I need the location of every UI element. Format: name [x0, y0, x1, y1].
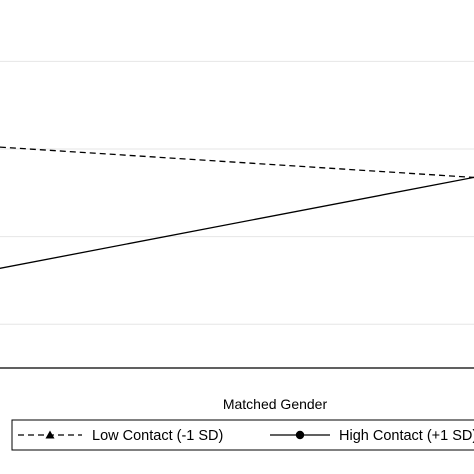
series-group — [0, 146, 474, 269]
gridlines — [0, 60, 474, 325]
legend-item-low-contact: Low Contact (-1 SD) — [18, 428, 223, 444]
plot-area — [0, 60, 474, 369]
legend-triangle-marker — [45, 430, 55, 439]
legend-circle-marker — [295, 430, 305, 440]
legend-label-high-contact: High Contact (+1 SD) — [339, 428, 474, 444]
legend-box — [11, 419, 474, 451]
x-axis-label: Matched Gender — [223, 396, 328, 412]
series-line-low-contact — [0, 146, 474, 179]
legend-label-low-contact: Low Contact (-1 SD) — [92, 428, 223, 444]
legend-item-high-contact: High Contact (+1 SD) — [270, 428, 474, 444]
legend: Low Contact (-1 SD) High Contact (+1 SD) — [11, 419, 474, 451]
series-line-high-contact — [0, 176, 474, 269]
